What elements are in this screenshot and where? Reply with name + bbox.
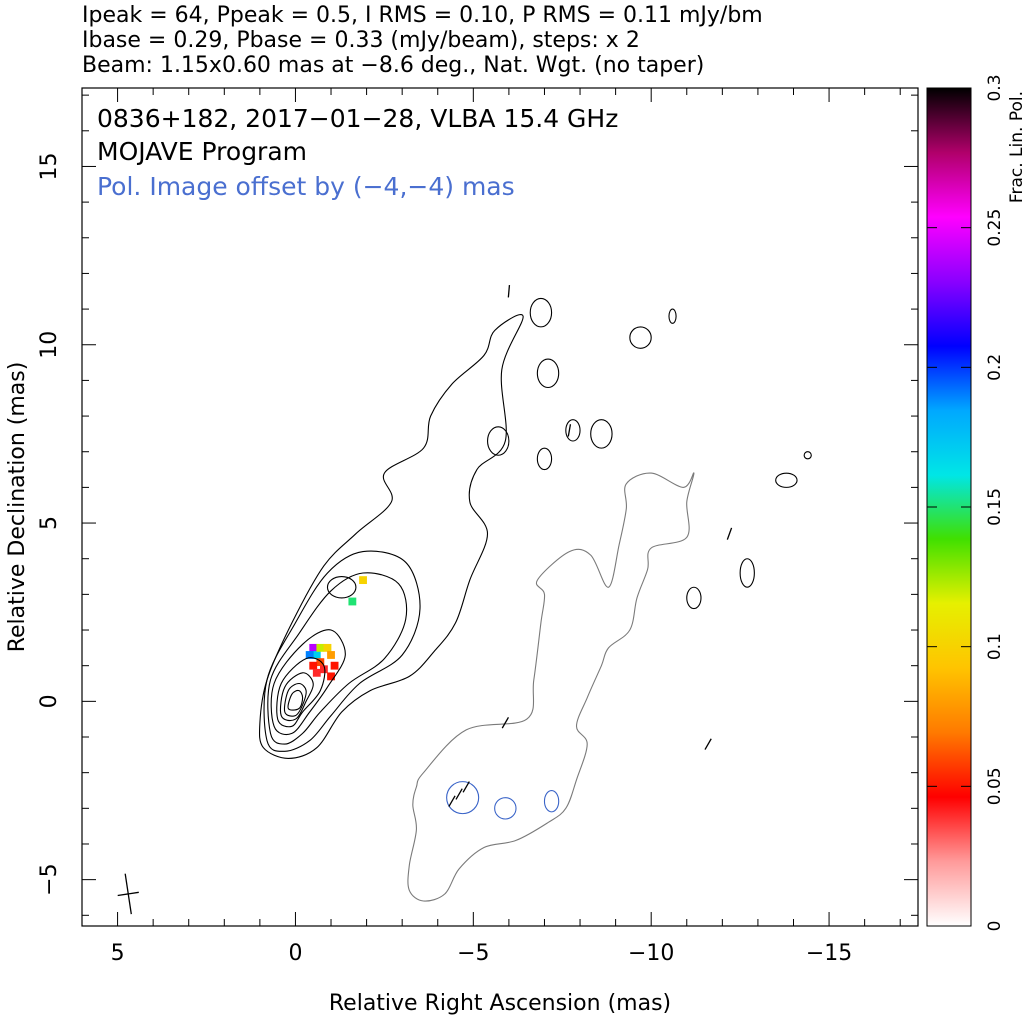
evpa-tick	[501, 717, 510, 729]
intensity-contour	[283, 682, 307, 717]
polarization-contours	[407, 472, 695, 902]
x-tick-label: −15	[806, 941, 852, 966]
x-tick-label: 0	[288, 941, 302, 966]
y-axis-label: Relative Declination (mas)	[5, 362, 30, 653]
evpa-tick	[567, 424, 572, 437]
colorbar-tick-label: 0.15	[985, 488, 1005, 526]
y-tick-label: 0	[37, 694, 62, 708]
pol-island-contour	[494, 797, 517, 820]
intensity-contour	[287, 689, 304, 711]
intensity-island-contour	[486, 426, 510, 456]
intensity-island-contour	[739, 558, 755, 588]
intensity-contour	[263, 550, 421, 752]
frac-pol-pixel	[330, 661, 339, 670]
frac-pol-pixel	[323, 643, 332, 652]
colorbar-tick-label: 0.25	[985, 209, 1005, 247]
frac-pol-pixel	[305, 651, 314, 659]
x-axis-label: Relative Right Ascension (mas)	[329, 991, 671, 1016]
intensity-island-contour	[536, 358, 560, 389]
frac-pol-pixel	[312, 668, 321, 677]
evpa-tick	[448, 795, 456, 807]
frac-pol-pixel	[327, 672, 335, 681]
evpa-tick	[704, 738, 712, 750]
axis-ticks	[81, 88, 918, 926]
intensity-island-contour	[668, 308, 677, 324]
frac-pol-pixel	[316, 658, 325, 667]
intensity-contour	[270, 629, 346, 736]
intensity-contour	[258, 314, 524, 759]
y-tick-label: −5	[37, 863, 62, 895]
evpa-tick	[455, 788, 463, 800]
colorbar-ticks: 0 0.05 0.1 0.15 0.2 0.25 0.3	[927, 74, 1005, 931]
colorbar-tick-label: 0.2	[985, 354, 1005, 381]
intensity-island-contour	[590, 419, 613, 449]
intensity-island-contour	[326, 576, 357, 599]
intensity-island-contour	[565, 419, 581, 442]
y-tick-label: 15	[37, 152, 62, 180]
y-tick-label: 10	[37, 331, 62, 359]
x-tick-label: −5	[457, 941, 489, 966]
program-annotation: MOJAVE Program	[97, 137, 307, 166]
y-tick-label: 5	[37, 516, 62, 530]
intensity-contour	[276, 657, 326, 728]
colorbar-tick-label: 0.1	[985, 633, 1005, 660]
colorbar-label: Frac. Lin. Pol.	[1007, 91, 1027, 203]
frac-pol-pixel	[316, 643, 325, 652]
pol-intensity-contour	[407, 472, 695, 902]
intensity-island-contour	[629, 326, 652, 349]
source-annotation: 0836+182, 2017−01−28, VLBA 15.4 GHz	[97, 104, 618, 133]
axis-tick-labels: 5 0 −5 −10 −15 −5 0 5 10 15	[37, 152, 852, 966]
intensity-island-contour	[775, 472, 798, 488]
frac-pol-pixel	[309, 643, 318, 652]
intensity-island-contour	[529, 297, 553, 328]
x-tick-label: 5	[111, 941, 125, 966]
header-line-3: Beam: 1.15x0.60 mas at −8.6 deg., Nat. W…	[82, 53, 704, 78]
intensity-contours	[258, 297, 812, 759]
intensity-contour	[267, 572, 408, 745]
frac-pol-pixel	[319, 665, 328, 674]
colorbar-tick-label: 0.05	[985, 767, 1005, 805]
intensity-island-contour	[536, 447, 553, 471]
evpa-tick	[507, 285, 511, 298]
evpa-ticks	[448, 285, 733, 807]
frac-pol-pixel	[327, 651, 335, 659]
evpa-tick	[462, 781, 470, 793]
evpa-tick	[726, 527, 733, 540]
frac-pol-pixel	[359, 576, 367, 585]
pol-island-contour	[446, 781, 480, 815]
colorbar: 0 0.05 0.1 0.15 0.2 0.25 0.3 Frac. Lin. Pol.	[926, 74, 1027, 931]
frac-pol-image	[305, 576, 367, 681]
intensity-island-contour	[686, 586, 702, 610]
frac-pol-pixel	[309, 661, 318, 670]
x-tick-label: −10	[628, 941, 674, 966]
beam-minor-axis	[117, 891, 139, 897]
beam-ellipse	[117, 873, 139, 915]
plot-frame	[81, 87, 919, 927]
plot-area: 5 0 −5 −10 −15 −5 0 5 10 15 0836+182, 2017−01−28,…	[37, 87, 919, 966]
colorbar-tick-label: 0	[985, 921, 1005, 932]
colorbar-tick-label: 0.3	[985, 74, 1005, 101]
pol-island-contour	[543, 789, 560, 813]
frac-pol-pixel	[348, 597, 357, 606]
frac-pol-pixel	[312, 651, 321, 659]
intensity-island-contour	[803, 451, 812, 460]
offset-annotation: Pol. Image offset by (−4,−4) mas	[97, 172, 515, 201]
header-line-2: Ibase = 0.29, Pbase = 0.33 (mJy/beam), s…	[82, 28, 640, 53]
header-line-1: Ipeak = 64, Ppeak = 0.5, I RMS = 0.10, P…	[82, 3, 763, 28]
intensity-contour	[279, 672, 314, 722]
